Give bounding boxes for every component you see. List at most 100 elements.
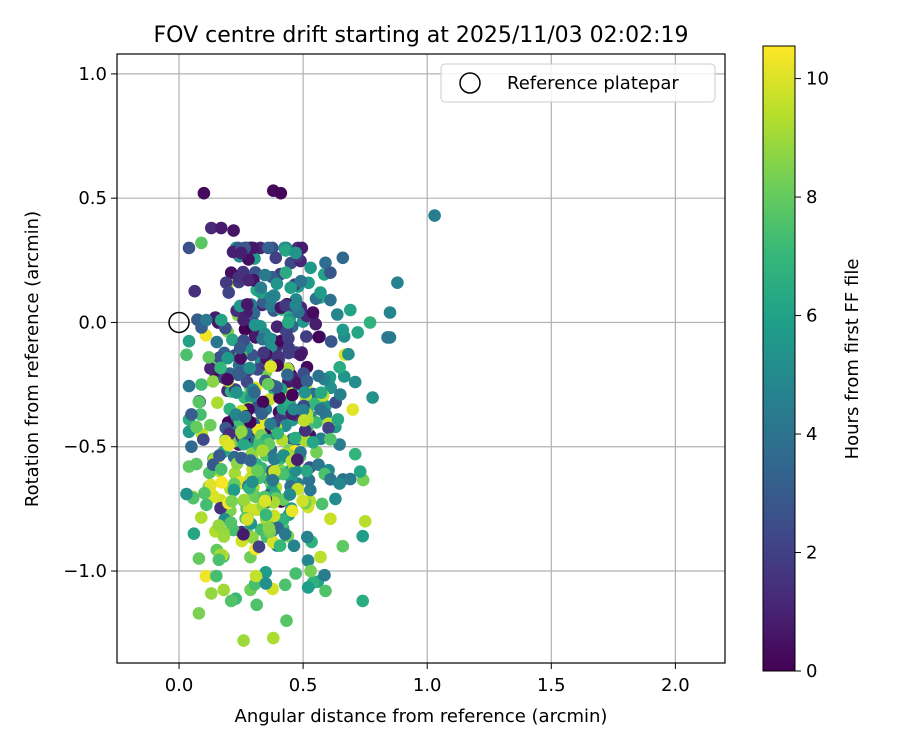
data-point (237, 437, 251, 451)
y-axis-ticks: −1.0 −0.5 0.0 0.5 1.0 (63, 64, 117, 582)
y-tick-label: −0.5 (63, 437, 107, 458)
data-point (301, 554, 315, 567)
data-point (200, 498, 213, 512)
data-point (270, 320, 284, 334)
colorbar-tick-label: 6 (806, 306, 817, 327)
data-point (192, 607, 206, 620)
data-point (297, 414, 311, 427)
data-point (428, 209, 441, 222)
data-point (227, 483, 241, 497)
data-point (289, 464, 302, 477)
data-point (252, 540, 266, 553)
data-point (324, 512, 337, 526)
data-point (182, 379, 196, 393)
data-point (259, 508, 273, 522)
data-point (256, 444, 269, 457)
data-point (358, 515, 372, 528)
data-point (381, 331, 394, 344)
data-point (306, 436, 320, 449)
data-point (344, 472, 357, 486)
data-point (318, 568, 331, 582)
data-point (254, 281, 268, 295)
data-point (271, 427, 285, 440)
data-point (280, 614, 293, 627)
data-point (280, 325, 293, 339)
data-point (266, 474, 280, 487)
data-point (264, 360, 278, 373)
data-point (319, 256, 332, 270)
data-point (279, 299, 292, 312)
colorbar-tick-label: 4 (806, 424, 817, 445)
data-point (296, 494, 309, 508)
colorbar-label: Hours from first FF file (842, 259, 863, 460)
data-point (294, 274, 308, 288)
data-point (190, 457, 203, 471)
data-point (331, 413, 345, 426)
data-point (227, 224, 240, 237)
data-point (294, 348, 307, 362)
x-tick-label: 0.5 (289, 675, 318, 696)
data-point (278, 528, 292, 541)
data-point (241, 513, 254, 526)
data-point (214, 361, 227, 375)
data-point (207, 490, 221, 503)
data-point (195, 511, 208, 524)
data-point (281, 368, 294, 382)
colorbar-tick-label: 0 (806, 661, 817, 682)
data-point (289, 567, 303, 580)
data-point (180, 348, 193, 362)
data-point (204, 418, 217, 432)
data-point (237, 528, 250, 541)
data-point (264, 291, 278, 304)
data-points (180, 184, 441, 647)
data-point (233, 341, 247, 355)
data-point (256, 395, 270, 409)
data-point (336, 539, 350, 553)
x-axis-ticks: 0.0 0.5 1.0 1.5 2.0 (165, 663, 690, 696)
data-point (212, 553, 226, 567)
data-point (289, 246, 303, 260)
data-point (226, 333, 239, 347)
data-point (261, 377, 275, 391)
data-point (258, 494, 272, 508)
data-point (202, 351, 216, 364)
data-point (232, 271, 245, 285)
data-point (244, 454, 257, 467)
data-point (286, 388, 299, 402)
colorbar: 0 2 4 6 8 10 Hours from first FF file (762, 45, 863, 682)
data-point (333, 477, 346, 490)
data-point (221, 351, 234, 365)
data-point (182, 334, 196, 348)
legend-box (440, 63, 716, 103)
data-point (351, 326, 365, 339)
data-point (192, 395, 206, 409)
data-point (348, 447, 362, 461)
data-point (215, 463, 228, 476)
data-point (306, 306, 320, 319)
data-point (304, 261, 317, 275)
data-point (333, 438, 346, 451)
data-point (210, 335, 224, 349)
data-point (322, 421, 335, 435)
data-point (287, 402, 300, 416)
data-point (258, 268, 272, 282)
x-tick-label: 1.0 (413, 675, 442, 696)
data-point (248, 386, 261, 399)
data-point (240, 298, 254, 311)
data-point (314, 386, 328, 400)
data-point (271, 350, 285, 364)
data-point (278, 578, 292, 592)
data-point (309, 317, 323, 331)
data-point (283, 488, 297, 501)
data-point (262, 521, 276, 535)
data-point (301, 581, 315, 594)
data-point (214, 221, 228, 235)
data-point (304, 483, 317, 497)
data-point (383, 306, 397, 319)
data-point (217, 530, 231, 543)
data-point (232, 368, 245, 382)
data-point (298, 386, 312, 399)
data-point (237, 634, 250, 647)
data-point (234, 246, 248, 260)
data-point (237, 313, 250, 327)
